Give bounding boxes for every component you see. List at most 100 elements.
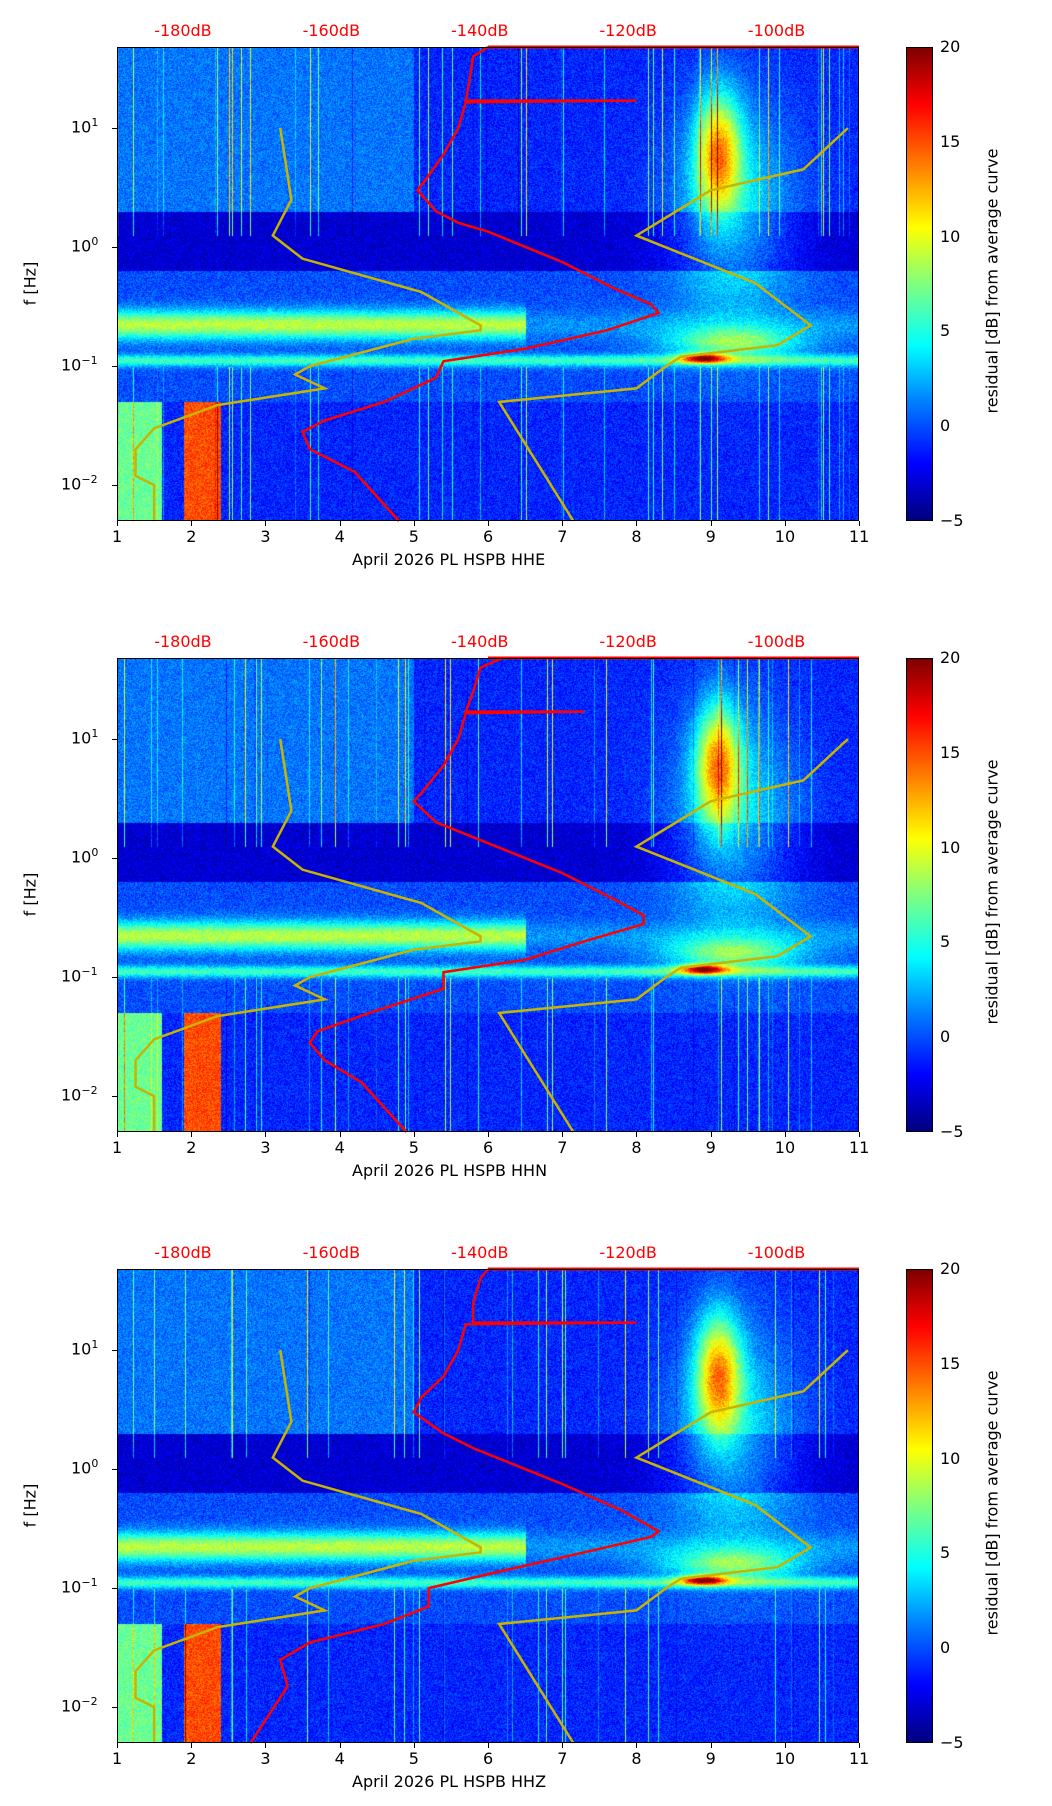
x-tick — [265, 1132, 267, 1137]
colorbar — [906, 658, 933, 1132]
y-tick-label: 101 — [71, 1338, 99, 1359]
x-tick — [191, 521, 193, 526]
x-tick-label: 6 — [483, 1138, 494, 1157]
top-db-tick-label: -160dB — [302, 632, 361, 651]
x-tick-label: 4 — [334, 1138, 345, 1157]
x-tick-label: 3 — [260, 527, 271, 546]
colorbar-label: residual [dB] from average curve — [982, 1370, 1002, 1636]
top-db-tick-label: -120dB — [599, 632, 657, 651]
y-axis-label: f [Hz] — [20, 1483, 40, 1528]
x-tick — [562, 521, 564, 526]
y-tick-label: 10−1 — [61, 1576, 98, 1597]
y-tick — [112, 1096, 117, 1098]
x-tick — [339, 1132, 341, 1137]
x-tick-label: 8 — [631, 1749, 642, 1768]
x-tick — [413, 1132, 415, 1137]
y-tick-label: 100 — [71, 1457, 99, 1478]
x-tick — [265, 521, 267, 526]
top-db-tick-label: -120dB — [599, 1243, 657, 1262]
spectrogram-panel-hhn: 1 2 3 4 5 6 7 8 9 10 11 April 2026 PL HSPB HHN -180d… — [0, 611, 1052, 1222]
x-tick — [117, 1132, 118, 1137]
x-tick-label: 2 — [186, 1138, 197, 1157]
x-tick — [562, 1132, 564, 1137]
x-tick-label: 8 — [631, 1138, 642, 1157]
x-tick — [191, 1743, 193, 1748]
colorbar-tick-label: 10 — [940, 1448, 961, 1468]
high-noise-model-line — [497, 738, 849, 1133]
x-tick — [117, 521, 118, 526]
x-tick-label: 11 — [849, 527, 870, 546]
low-noise-model-line — [134, 1349, 482, 1743]
x-tick — [636, 521, 638, 526]
y-tick — [112, 1588, 117, 1590]
y-tick-label: 10−2 — [61, 1084, 98, 1105]
x-tick — [636, 1743, 638, 1748]
x-tick-label: 4 — [334, 527, 345, 546]
top-db-tick-label: -120dB — [599, 21, 657, 40]
colorbar-tick-label: 5 — [940, 932, 951, 952]
low-noise-model-line — [134, 127, 482, 521]
residual-heatmap — [117, 1269, 859, 1743]
top-db-tick-label: -100dB — [747, 632, 806, 651]
x-axis-label: April 2026 PL HSPB HHE — [352, 550, 546, 569]
x-tick — [562, 1743, 564, 1748]
station-psd-line — [249, 1268, 661, 1744]
y-tick — [112, 366, 117, 368]
x-tick — [339, 1743, 341, 1748]
x-tick — [859, 1132, 860, 1137]
x-tick-label: 10 — [774, 1138, 796, 1157]
y-tick-label: 10−2 — [61, 473, 98, 494]
y-axis-label: f [Hz] — [20, 261, 40, 306]
x-tick-label: 3 — [260, 1138, 271, 1157]
top-db-tick-label: -180dB — [154, 632, 212, 651]
x-tick-label: 8 — [631, 527, 642, 546]
x-tick-label: 10 — [774, 1749, 796, 1768]
y-tick-label: 101 — [71, 116, 99, 137]
x-tick-label: 5 — [408, 1138, 419, 1157]
top-db-tick-label: -140dB — [451, 21, 509, 40]
x-tick-label: 10 — [774, 527, 796, 546]
station-psd-line — [300, 45, 661, 522]
x-tick-label: 7 — [557, 527, 568, 546]
colorbar-tick-label: 20 — [940, 1259, 961, 1278]
x-tick-label: 7 — [557, 1138, 568, 1157]
y-tick — [112, 858, 117, 860]
top-db-tick-label: -140dB — [451, 1243, 509, 1262]
curves-layer — [134, 45, 859, 522]
residual-heatmap — [117, 47, 859, 521]
x-axis-label: April 2026 PL HSPB HHN — [352, 1161, 548, 1180]
y-tick — [112, 247, 117, 249]
x-tick-label: 1 — [112, 1749, 123, 1768]
top-db-tick-label: -140dB — [451, 632, 509, 651]
curves-layer — [134, 1267, 859, 1744]
colorbar-tick-label: 0 — [940, 416, 951, 436]
colorbar-tick-label: 0 — [940, 1638, 951, 1658]
x-tick-label: 1 — [112, 527, 123, 546]
station-psd-line — [308, 656, 646, 1133]
y-tick — [112, 485, 117, 487]
y-tick-label: 101 — [71, 727, 99, 748]
colorbar-tick-label: 15 — [940, 1353, 961, 1373]
colorbar-tick-label: 20 — [940, 37, 961, 56]
high-noise-model-line — [497, 127, 849, 522]
x-tick — [413, 1743, 415, 1748]
x-tick-label: 2 — [186, 1749, 197, 1768]
residual-heatmap — [117, 658, 859, 1132]
y-tick-label: 100 — [71, 235, 99, 256]
x-tick-label: 7 — [557, 1749, 568, 1768]
x-tick-label: 6 — [483, 527, 494, 546]
y-axis-label: f [Hz] — [20, 872, 40, 917]
colorbar-tick-label: 15 — [940, 131, 961, 151]
y-tick-label: 10−1 — [61, 354, 98, 375]
colorbar-tick-label: 5 — [940, 1543, 951, 1563]
x-tick — [191, 1132, 193, 1137]
x-tick-label: 4 — [334, 1749, 345, 1768]
x-tick — [784, 1743, 786, 1748]
top-db-tick-label: -100dB — [747, 1243, 806, 1262]
colorbar-tick-label: 15 — [940, 742, 961, 762]
plot-area — [117, 1267, 859, 1744]
x-tick-label: 9 — [705, 1749, 716, 1768]
low-noise-model-line — [134, 738, 482, 1132]
spectrogram-panel-hhz: 1 2 3 4 5 6 7 8 9 10 11 April 2026 PL HSPB HHZ -180d… — [0, 1222, 1052, 1806]
